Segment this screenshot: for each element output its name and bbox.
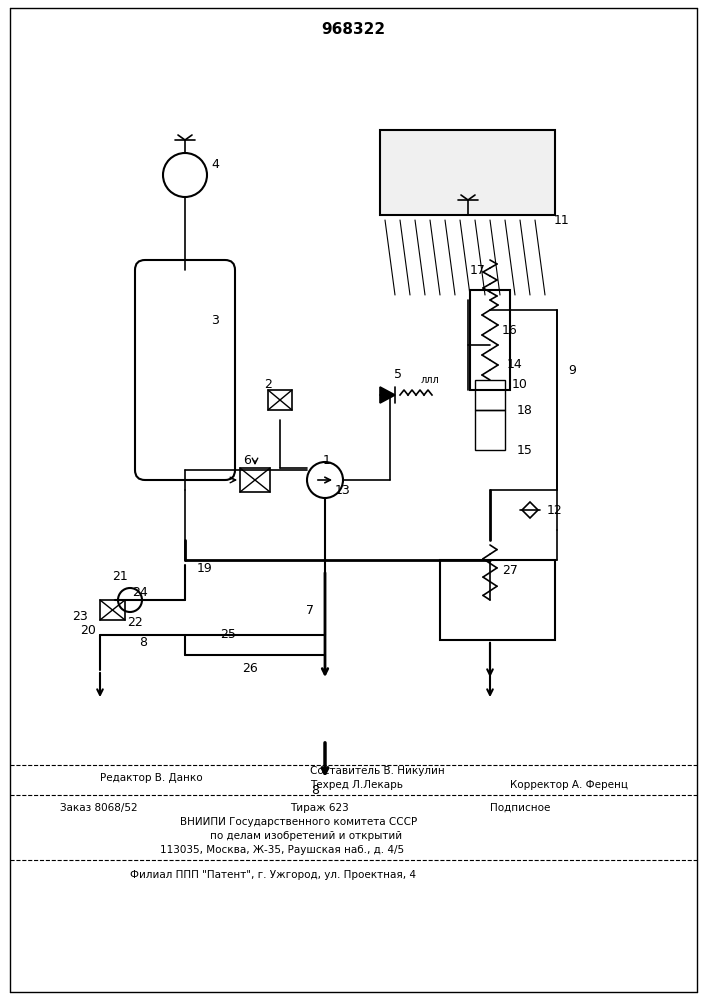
Text: 23: 23 xyxy=(72,610,88,624)
Text: 21: 21 xyxy=(112,570,128,584)
Text: Корректор А. Ференц: Корректор А. Ференц xyxy=(510,780,628,790)
Bar xyxy=(240,468,270,492)
Text: 16: 16 xyxy=(502,324,518,336)
Text: 17: 17 xyxy=(470,263,486,276)
Text: 14: 14 xyxy=(507,359,523,371)
Polygon shape xyxy=(380,387,395,403)
Text: 1: 1 xyxy=(323,454,331,466)
Text: 20: 20 xyxy=(80,624,96,637)
Text: 18: 18 xyxy=(517,403,533,416)
Text: 9: 9 xyxy=(568,363,576,376)
Text: 968322: 968322 xyxy=(321,22,385,37)
Text: Подписное: Подписное xyxy=(490,803,550,813)
Text: 2: 2 xyxy=(264,378,272,391)
Bar xyxy=(475,410,505,450)
Bar xyxy=(268,390,292,410)
Text: 25: 25 xyxy=(220,629,236,642)
Text: 13: 13 xyxy=(335,484,351,496)
Text: 26: 26 xyxy=(242,662,258,674)
Bar xyxy=(100,600,125,620)
Text: ллл: ллл xyxy=(421,375,439,385)
Text: 22: 22 xyxy=(127,616,143,630)
Text: 5: 5 xyxy=(394,368,402,381)
Text: 7: 7 xyxy=(306,603,314,616)
Bar xyxy=(475,380,505,410)
Bar xyxy=(440,560,555,640)
Text: Составитель В. Никулин: Составитель В. Никулин xyxy=(310,766,445,776)
Text: 10: 10 xyxy=(512,378,528,391)
Text: 4: 4 xyxy=(211,158,219,172)
Text: Техред Л.Лекарь: Техред Л.Лекарь xyxy=(310,780,403,790)
Text: 8: 8 xyxy=(311,784,319,796)
Polygon shape xyxy=(522,502,538,518)
Text: 8: 8 xyxy=(139,637,147,650)
Bar xyxy=(380,130,555,215)
Text: 3: 3 xyxy=(211,314,219,326)
Text: 11: 11 xyxy=(554,214,570,227)
Text: 113035, Москва, Ж-35, Раушская наб., д. 4/5: 113035, Москва, Ж-35, Раушская наб., д. … xyxy=(160,845,404,855)
FancyBboxPatch shape xyxy=(135,260,235,480)
Text: Редактор В. Данко: Редактор В. Данко xyxy=(100,773,203,783)
Text: 19: 19 xyxy=(197,562,213,574)
Text: ВНИИПИ Государственного комитета СССР: ВНИИПИ Государственного комитета СССР xyxy=(180,817,417,827)
Text: 12: 12 xyxy=(547,504,563,516)
Text: по делам изобретений и открытий: по делам изобретений и открытий xyxy=(210,831,402,841)
Text: 24: 24 xyxy=(132,586,148,599)
Text: Филиал ППП "Патент", г. Ужгород, ул. Проектная, 4: Филиал ППП "Патент", г. Ужгород, ул. Про… xyxy=(130,870,416,880)
Text: Заказ 8068/52: Заказ 8068/52 xyxy=(60,803,138,813)
Text: 15: 15 xyxy=(517,444,533,456)
Bar xyxy=(470,290,510,390)
Text: 6: 6 xyxy=(243,454,251,466)
Text: 27: 27 xyxy=(502,564,518,576)
Text: Тираж 623: Тираж 623 xyxy=(290,803,349,813)
